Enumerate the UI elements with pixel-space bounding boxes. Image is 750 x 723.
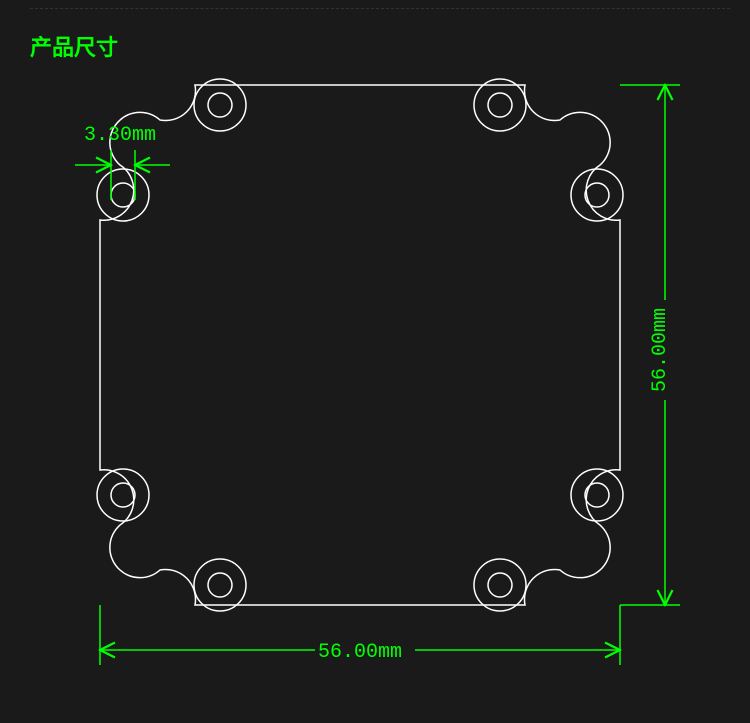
height-dimension: 56.00mm: [620, 85, 680, 605]
mounting-holes: [97, 79, 623, 611]
hole-label: 3.30mm: [84, 124, 156, 147]
board-outline: [100, 85, 620, 605]
hole-dimension: 3.30mm: [75, 124, 170, 200]
height-label: 56.00mm: [649, 308, 672, 392]
width-label: 56.00mm: [318, 641, 402, 664]
width-dimension: 56.00mm: [100, 605, 620, 665]
diagram-container: 产品尺寸: [0, 0, 750, 723]
technical-drawing: 56.00mm 56.00mm 3.30mm: [0, 0, 750, 723]
